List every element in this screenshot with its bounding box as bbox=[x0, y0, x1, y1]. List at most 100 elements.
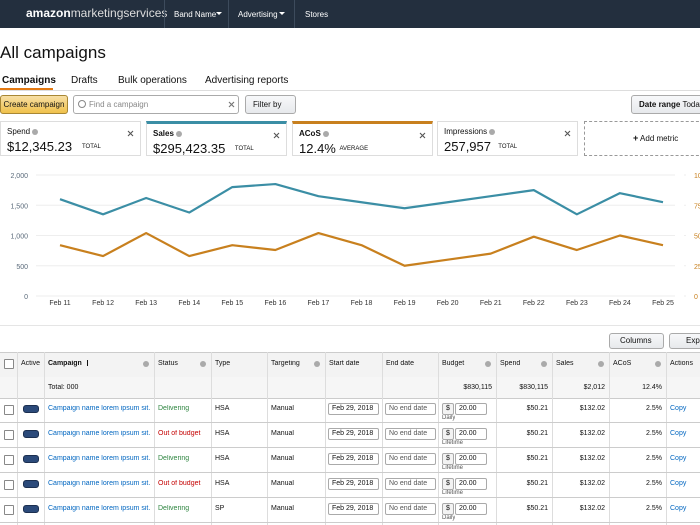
checkbox[interactable] bbox=[4, 405, 14, 415]
column-header[interactable]: End date bbox=[386, 360, 434, 367]
active-toggle[interactable] bbox=[23, 480, 39, 488]
copy-link[interactable]: Copy bbox=[670, 455, 687, 462]
start-date-input[interactable]: Feb 29, 2018 bbox=[328, 503, 379, 515]
budget-type: Lifetime bbox=[442, 465, 464, 471]
checkbox[interactable] bbox=[4, 455, 14, 465]
spend: $50.21 bbox=[526, 455, 548, 462]
campaign-table: Active Campaign Status Type Targeting Start d… bbox=[0, 352, 700, 525]
start-date-input[interactable]: Feb 29, 2018 bbox=[328, 453, 379, 465]
active-toggle[interactable] bbox=[23, 430, 39, 438]
column-divider bbox=[382, 352, 383, 525]
campaign-link[interactable]: Campaign name lorem ipsum sit... bbox=[48, 505, 150, 512]
nav-item[interactable]: Stores bbox=[305, 10, 329, 19]
checkbox[interactable] bbox=[4, 430, 14, 440]
campaign-link[interactable]: Campaign name lorem ipsum sit... bbox=[48, 480, 150, 487]
close-icon[interactable] bbox=[419, 126, 426, 139]
budget-type: Daily bbox=[442, 515, 456, 521]
copy-link[interactable]: Copy bbox=[670, 480, 687, 487]
metric-card: Impressions 257,957 TOTAL bbox=[437, 121, 578, 156]
campaign-link[interactable]: Campaign name lorem ipsum sit... bbox=[48, 430, 150, 437]
columns-button[interactable]: Columns bbox=[609, 333, 664, 349]
metric-unit: TOTAL bbox=[498, 144, 518, 150]
tab[interactable]: Campaigns bbox=[2, 75, 56, 86]
column-header[interactable]: ACoS bbox=[613, 360, 662, 367]
column-header[interactable]: Status bbox=[158, 360, 207, 367]
column-header[interactable]: Actions bbox=[670, 360, 696, 367]
column-header[interactable]: Campaign bbox=[48, 360, 150, 367]
logo[interactable]: amazonmarketingservices bbox=[26, 6, 167, 20]
campaign-link[interactable]: Campaign name lorem ipsum sit... bbox=[48, 455, 150, 462]
active-toggle[interactable] bbox=[23, 455, 39, 463]
copy-link[interactable]: Copy bbox=[670, 505, 687, 512]
tab[interactable]: Advertising reports bbox=[205, 75, 289, 86]
end-date-input[interactable]: No end date bbox=[385, 428, 436, 440]
filter-button[interactable]: Filter by bbox=[245, 95, 296, 114]
checkbox[interactable] bbox=[4, 480, 14, 490]
nav-item[interactable]: Band Name bbox=[174, 10, 217, 19]
column-divider bbox=[211, 352, 212, 525]
header-row bbox=[0, 352, 700, 378]
x-tick-label: Feb 21 bbox=[480, 300, 502, 307]
column-header[interactable]: Sales bbox=[556, 360, 605, 367]
column-header[interactable]: Type bbox=[215, 360, 263, 367]
header-label: Type bbox=[215, 360, 231, 367]
campaign-link[interactable]: Campaign name lorem ipsum sit... bbox=[48, 405, 150, 412]
close-glyph bbox=[273, 132, 280, 139]
create-button[interactable]: Create campaign bbox=[0, 95, 68, 114]
checkbox[interactable] bbox=[4, 505, 14, 515]
budget-input[interactable]: 20.00 bbox=[455, 478, 487, 490]
budget-input[interactable]: 20.00 bbox=[455, 403, 487, 415]
y2-tick-label: 25 bbox=[694, 264, 700, 271]
copy-link[interactable]: Copy bbox=[670, 405, 687, 412]
budget-input[interactable]: 20.00 bbox=[455, 453, 487, 465]
checkbox[interactable] bbox=[4, 359, 14, 369]
column-header[interactable]: Start date bbox=[329, 360, 378, 367]
chart: 0 500 1,000 1,500 2,000 0 25 50 75 100 Feb 11 Feb 1… bbox=[10, 173, 700, 307]
column-divider bbox=[438, 352, 439, 525]
info-icon bbox=[175, 130, 182, 137]
budget-input[interactable]: 20.00 bbox=[455, 503, 487, 515]
active-toggle[interactable] bbox=[23, 405, 39, 413]
x-tick-label: Feb 11 bbox=[49, 300, 70, 307]
acos: 2.5% bbox=[646, 505, 662, 512]
type: HSA bbox=[215, 480, 230, 487]
search-box[interactable]: Find a campaign bbox=[73, 95, 239, 114]
spend: $50.21 bbox=[526, 480, 548, 487]
line-series bbox=[59, 231, 664, 267]
tab[interactable]: Bulk operations bbox=[118, 75, 187, 86]
close-icon[interactable] bbox=[127, 124, 134, 137]
start-date-input[interactable]: Feb 29, 2018 bbox=[328, 428, 379, 440]
sales: $132.02 bbox=[579, 430, 605, 437]
header-label: End date bbox=[386, 360, 415, 367]
active-toggle[interactable] bbox=[23, 505, 39, 513]
end-date-input[interactable]: No end date bbox=[385, 503, 436, 515]
metric-name: Spend bbox=[7, 127, 31, 136]
metric-unit: TOTAL bbox=[82, 144, 101, 150]
column-header[interactable]: Budget bbox=[442, 360, 492, 367]
metric-label: Spend bbox=[7, 127, 39, 136]
clear-icon[interactable] bbox=[228, 101, 235, 108]
date-range-button[interactable]: Date range Today bbox=[631, 95, 700, 114]
tab[interactable]: Drafts bbox=[71, 75, 98, 86]
end-date-input[interactable]: No end date bbox=[385, 453, 436, 465]
column-header[interactable]: Targeting bbox=[271, 360, 321, 367]
status: Out of budget bbox=[158, 480, 201, 487]
column-header[interactable]: Spend bbox=[500, 360, 548, 367]
column-divider bbox=[44, 352, 45, 525]
start-date-input[interactable]: Feb 29, 2018 bbox=[328, 478, 379, 490]
end-date-input[interactable]: No end date bbox=[385, 478, 436, 490]
column-divider bbox=[496, 352, 497, 525]
metric-value: $12,345.23 bbox=[7, 139, 73, 154]
export-button[interactable]: Export bbox=[669, 333, 700, 349]
header-label: Sales bbox=[556, 360, 574, 367]
add-metric[interactable]: + Add metric bbox=[584, 121, 700, 156]
budget-input[interactable]: 20.00 bbox=[455, 428, 487, 440]
copy-link[interactable]: Copy bbox=[670, 430, 687, 437]
end-date-input[interactable]: No end date bbox=[385, 403, 436, 415]
close-icon[interactable] bbox=[273, 126, 280, 139]
column-header[interactable]: Active bbox=[21, 360, 40, 367]
start-date-input[interactable]: Feb 29, 2018 bbox=[328, 403, 379, 415]
total-row bbox=[0, 377, 700, 399]
close-icon[interactable] bbox=[564, 124, 571, 137]
nav-item[interactable]: Advertising bbox=[238, 10, 278, 19]
